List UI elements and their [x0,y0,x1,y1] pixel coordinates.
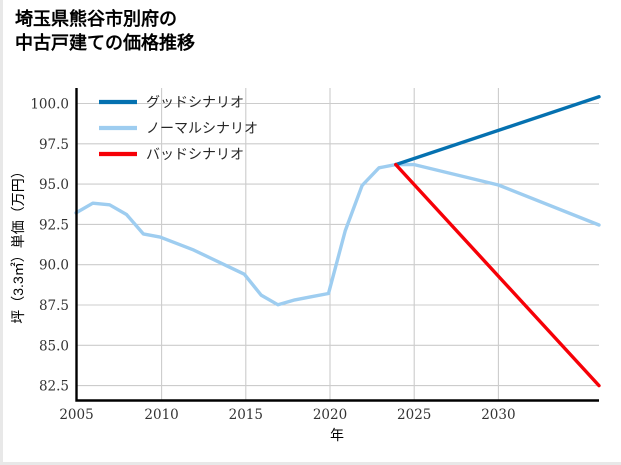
legend-label-good: グッドシナリオ [146,94,244,110]
x-axis-title: 年 [330,427,344,443]
legend-label-bad: バッドシナリオ [146,146,244,162]
line-chart-plot: 100.0 97.5 95.0 92.5 90.0 87.5 85.0 82.5… [10,88,601,443]
y-tick-label: 92.5 [39,217,69,233]
y-tick-label: 85.0 [39,338,69,354]
x-tick-label: 2015 [229,407,263,423]
y-tick-label: 82.5 [39,379,69,395]
x-tick-label: 2030 [481,407,515,423]
y-gridlines [76,102,599,387]
series-line-normal [74,162,601,307]
series-line-bad [394,162,601,388]
y-axis-title: 坪（3.3㎡）単価（万円） [10,164,26,323]
axis-spines [75,88,599,402]
plot-background [76,88,599,400]
page-title: 埼玉県熊谷市別府の 中古戸建ての価格推移 [15,9,195,53]
y-tick-label: 90.0 [39,258,69,274]
x-tick-label: 2010 [144,407,178,423]
y-tick-label: 87.5 [39,298,69,314]
y-tick-label: 95.0 [39,177,69,193]
y-tick-label: 100.0 [30,97,69,113]
series-line-good [394,95,601,167]
x-tick-label: 2020 [313,407,347,423]
legend-label-normal: ノーマルシナリオ [146,120,258,136]
y-tick-labels: 100.0 97.5 95.0 92.5 90.0 87.5 85.0 82.5 [30,97,69,395]
x-tick-label: 2025 [397,407,431,423]
y-tick-label: 97.5 [39,137,69,153]
x-tick-labels: 2005 2010 2015 2020 2025 2030 [59,407,515,423]
chart-legend: グッドシナリオ ノーマルシナリオ バッドシナリオ [99,94,258,162]
x-tick-label: 2005 [59,407,93,423]
